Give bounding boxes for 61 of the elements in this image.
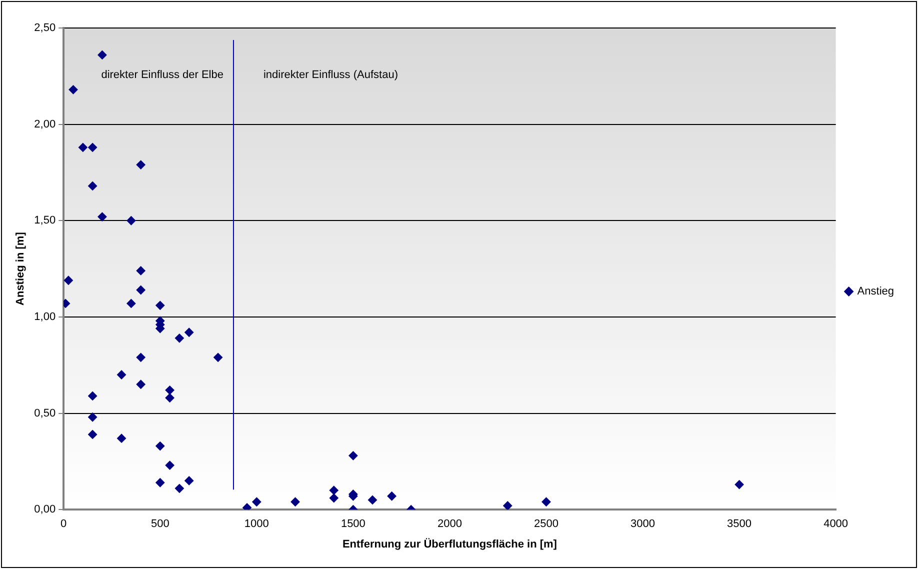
point	[117, 370, 126, 380]
y-tick-label: 0,00	[34, 504, 56, 516]
point	[290, 497, 300, 506]
x-tick-label: 1500	[340, 518, 366, 530]
annotation: direkter Einfluss der Elbe	[101, 69, 224, 82]
point	[174, 334, 184, 343]
point	[136, 380, 146, 389]
point	[542, 497, 551, 506]
point	[136, 285, 146, 294]
point	[242, 503, 252, 510]
point	[88, 391, 98, 400]
y-tick-label: 2,00	[34, 118, 56, 130]
y-tick-label: 0,50	[34, 407, 56, 420]
y-tick-label: 1,00	[34, 310, 56, 323]
point	[503, 501, 512, 510]
point	[368, 495, 377, 504]
point	[734, 480, 744, 490]
point	[387, 492, 396, 501]
point	[174, 484, 184, 493]
legend-label: Anstieg	[857, 286, 894, 298]
point	[165, 460, 174, 470]
point	[98, 50, 107, 60]
point	[136, 352, 146, 362]
point	[156, 442, 165, 451]
x-tick-label: 500	[150, 518, 170, 530]
point	[88, 412, 98, 422]
y-axis-title: Anstieg in [m]	[14, 232, 27, 306]
point	[214, 352, 223, 362]
x-tick-label: 0	[60, 518, 67, 530]
point	[156, 478, 165, 488]
annotation: indirekter Einfluss (Aufstau)	[263, 69, 398, 82]
point	[117, 434, 126, 443]
point	[184, 476, 194, 486]
point	[136, 160, 146, 170]
point	[156, 300, 165, 310]
y-tick-label: 2,50	[34, 22, 56, 34]
point	[348, 451, 358, 460]
x-tick-label: 3000	[630, 518, 655, 530]
point	[329, 486, 338, 495]
x-tick-label: 3500	[727, 518, 752, 530]
x-tick-label: 1000	[244, 518, 269, 530]
point	[88, 181, 98, 190]
point	[126, 216, 136, 226]
x-tick-label: 2500	[534, 518, 558, 530]
point	[78, 142, 88, 152]
point	[68, 85, 78, 94]
point	[165, 393, 174, 402]
y-tick-label: 1,50	[34, 214, 56, 227]
point	[329, 494, 338, 503]
x-tick-label: 2000	[437, 518, 462, 530]
point	[98, 212, 107, 222]
point	[184, 328, 194, 337]
x-axis-title: Entfernung zur Überflutungsfläche in [m]	[342, 537, 558, 550]
point	[126, 298, 136, 308]
x-tick-label: 4000	[824, 518, 848, 530]
point	[88, 430, 98, 439]
point	[165, 386, 174, 395]
point	[88, 142, 98, 152]
point	[136, 266, 146, 276]
point	[252, 497, 262, 506]
point	[64, 276, 73, 285]
